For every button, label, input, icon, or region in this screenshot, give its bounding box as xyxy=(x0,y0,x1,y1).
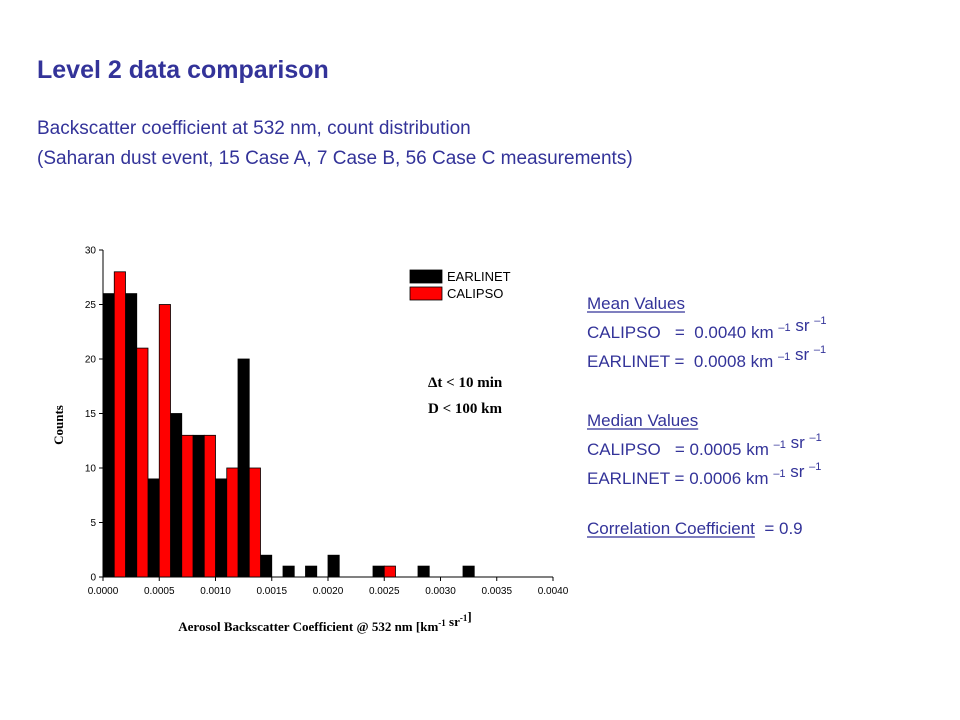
legend-swatch xyxy=(409,286,443,301)
stats-row-part: sr xyxy=(786,433,810,452)
x-axis-label: Aerosol Backscatter Coefficient @ 532 nm… xyxy=(178,609,471,634)
bar xyxy=(125,293,138,578)
bar xyxy=(181,434,194,578)
stats-row-part: CALIPSO = 0.0040 km xyxy=(587,323,778,342)
legend-swatch xyxy=(409,269,443,284)
stats-row-part: –1 xyxy=(774,439,786,451)
bar xyxy=(192,434,205,578)
stats-row: CALIPSO = 0.0005 km –1 sr –1 xyxy=(587,432,822,459)
bar xyxy=(417,565,430,578)
stats-heading: Mean Values xyxy=(587,294,685,313)
x-tick-label: 0.0025 xyxy=(369,586,400,597)
bar xyxy=(226,467,239,578)
bar xyxy=(305,565,318,578)
legend-label: EARLINET xyxy=(447,269,511,284)
x-tick-label: 0.0015 xyxy=(256,586,287,597)
subtitle: Backscatter coefficient at 532 nm, count… xyxy=(37,118,471,139)
bar xyxy=(383,565,396,578)
x-tick-label: 0.0010 xyxy=(200,586,231,597)
stats-row-part: –1 xyxy=(809,432,821,444)
x-tick-label: 0.0000 xyxy=(88,586,119,597)
title: Level 2 data comparison xyxy=(37,56,329,84)
stats-row-part: –1 xyxy=(814,344,826,356)
bar xyxy=(102,293,115,578)
stats-row: EARLINET = 0.0006 km –1 sr –1 xyxy=(587,461,821,488)
stats-row-part: CALIPSO = 0.0005 km xyxy=(587,440,774,459)
stats-row-part: –1 xyxy=(778,351,790,363)
bar xyxy=(260,554,273,578)
x-tick-label: 0.0020 xyxy=(313,586,344,597)
x-axis-label-part: -1 xyxy=(460,613,468,623)
bar xyxy=(372,565,385,578)
stats-row-part: –1 xyxy=(773,468,785,480)
bar xyxy=(327,554,340,578)
y-tick-label: 20 xyxy=(85,355,97,366)
x-tick-label: 0.0035 xyxy=(481,586,512,597)
x-axis-label-part: ] xyxy=(467,609,471,624)
y-tick-label: 25 xyxy=(85,300,97,311)
bar xyxy=(136,347,149,578)
stats-row: CALIPSO = 0.0040 km –1 sr –1 xyxy=(587,315,826,342)
stats-row-part: EARLINET = 0.0006 km xyxy=(587,469,773,488)
y-tick-label: 0 xyxy=(90,573,96,584)
stats-heading: Median Values xyxy=(587,411,698,430)
x-tick-label: 0.0005 xyxy=(144,586,175,597)
stats-row-part: sr xyxy=(786,462,810,481)
bar xyxy=(203,434,216,578)
bar xyxy=(158,304,171,578)
bar xyxy=(237,358,250,578)
x-axis-label-part: sr xyxy=(446,614,460,629)
y-tick-label: 15 xyxy=(85,409,97,420)
stats-row-part: sr xyxy=(790,345,814,364)
stats-row: EARLINET = 0.0008 km –1 sr –1 xyxy=(587,344,826,371)
x-axis-label-part: Aerosol Backscatter Coefficient @ 532 nm… xyxy=(178,619,438,634)
x-tick-label: 0.0040 xyxy=(538,586,569,597)
y-tick-label: 30 xyxy=(85,246,97,257)
y-tick-label: 10 xyxy=(85,464,97,475)
stats-row-part: –1 xyxy=(809,461,821,473)
bar xyxy=(248,467,261,578)
x-tick-label: 0.0030 xyxy=(425,586,456,597)
y-axis-label: Counts xyxy=(51,405,66,445)
bar xyxy=(113,271,126,578)
x-axis-label-part: -1 xyxy=(438,618,446,628)
stats-row-part: –1 xyxy=(814,315,826,327)
y-tick-label: 5 xyxy=(90,518,96,529)
bar xyxy=(147,478,160,578)
stats-value: = 0.9 xyxy=(755,519,803,538)
stats-row-part: sr xyxy=(791,316,815,335)
bar xyxy=(282,565,295,578)
stats-row-part: –1 xyxy=(778,322,790,334)
bar xyxy=(215,478,228,578)
stats-row-part: EARLINET = 0.0008 km xyxy=(587,352,778,371)
legend-label: CALIPSO xyxy=(447,286,503,301)
annotation: Δt < 10 min xyxy=(428,375,503,391)
bar xyxy=(170,413,183,578)
annotation: D < 100 km xyxy=(428,401,502,417)
stats-heading: Correlation Coefficient xyxy=(587,519,755,538)
subtitle: (Saharan dust event, 15 Case A, 7 Case B… xyxy=(37,148,633,169)
chart: 0 5 10 15 20 25 30 0.0000 0.0005 0.0010 0.0015 0.00… xyxy=(51,246,569,635)
bar xyxy=(462,565,475,578)
